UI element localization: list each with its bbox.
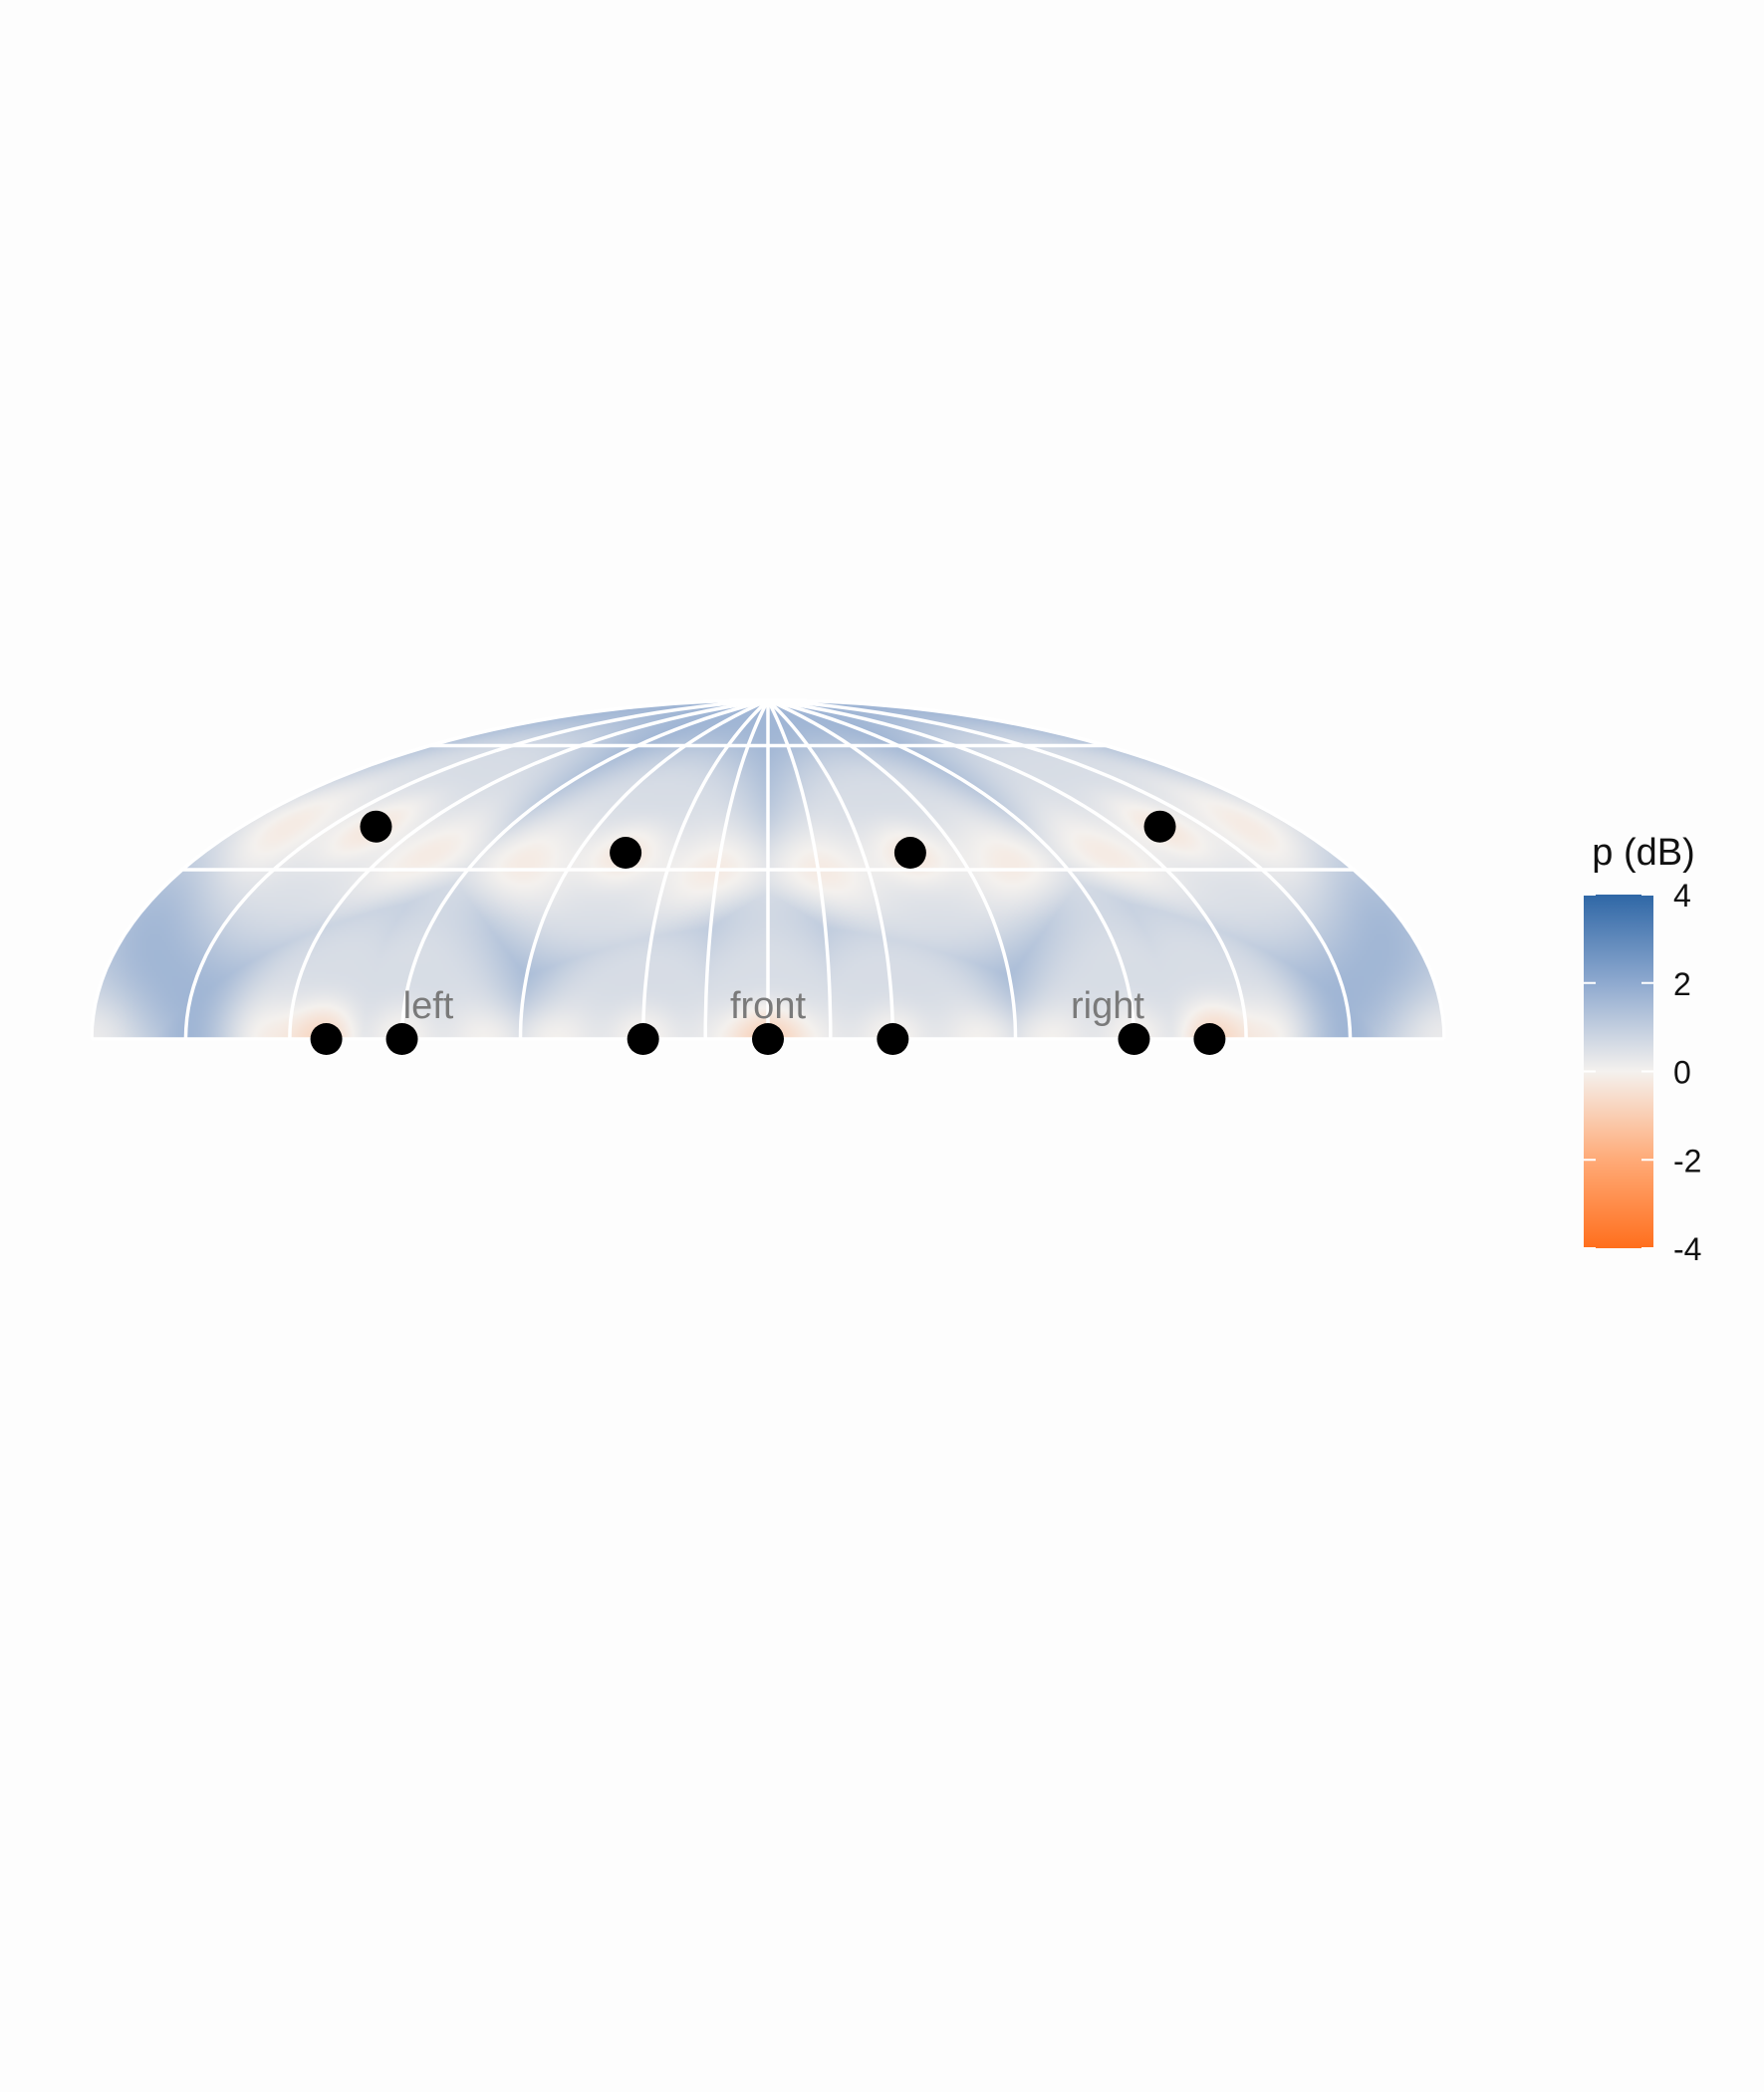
colorbar-tick-label: 4 [1673, 878, 1691, 914]
direction-label-right: right [1071, 985, 1144, 1027]
loudspeaker-point [610, 837, 642, 870]
loudspeaker-point [893, 837, 926, 870]
meridian-line [767, 698, 1446, 1040]
loudspeaker-point [752, 1023, 784, 1055]
colorbar-legend: p (dB) 4 2 0 -2 -4 [1584, 832, 1701, 1267]
colorbar-tick-label: 2 [1673, 966, 1691, 1002]
meridian-line [767, 698, 1136, 1040]
loudspeaker-point [1118, 1023, 1150, 1055]
loudspeaker-point [385, 1023, 418, 1055]
meridian-line [518, 698, 769, 1040]
direction-label-front: front [730, 985, 806, 1027]
meridian-line [399, 698, 769, 1040]
direction-label-left: left [403, 985, 454, 1027]
loudspeaker-point [1143, 810, 1176, 843]
loudspeaker-point [627, 1023, 659, 1055]
loudspeaker-markers [310, 810, 1226, 1055]
map-panel: left front right [90, 698, 1446, 1055]
colorbar-title: p (dB) [1592, 832, 1694, 874]
meridian-line [767, 698, 1018, 1040]
meridian-line [767, 698, 1353, 1040]
colorbar-tick-label: -4 [1673, 1231, 1701, 1267]
loudspeaker-point [877, 1023, 909, 1055]
meridian-line [183, 698, 769, 1040]
meridian-line [288, 698, 769, 1040]
colorbar-ticks: 4 2 0 -2 -4 [1584, 878, 1701, 1267]
meridian-line [767, 698, 1248, 1040]
loudspeaker-point [360, 810, 392, 843]
loudspeaker-point [310, 1023, 343, 1055]
loudspeaker-point [1193, 1023, 1226, 1055]
colorbar-tick-label: -2 [1673, 1143, 1701, 1178]
meridian-line [90, 698, 769, 1040]
direction-labels: left front right [403, 985, 1145, 1027]
colorbar-tick-label: 0 [1673, 1055, 1691, 1091]
